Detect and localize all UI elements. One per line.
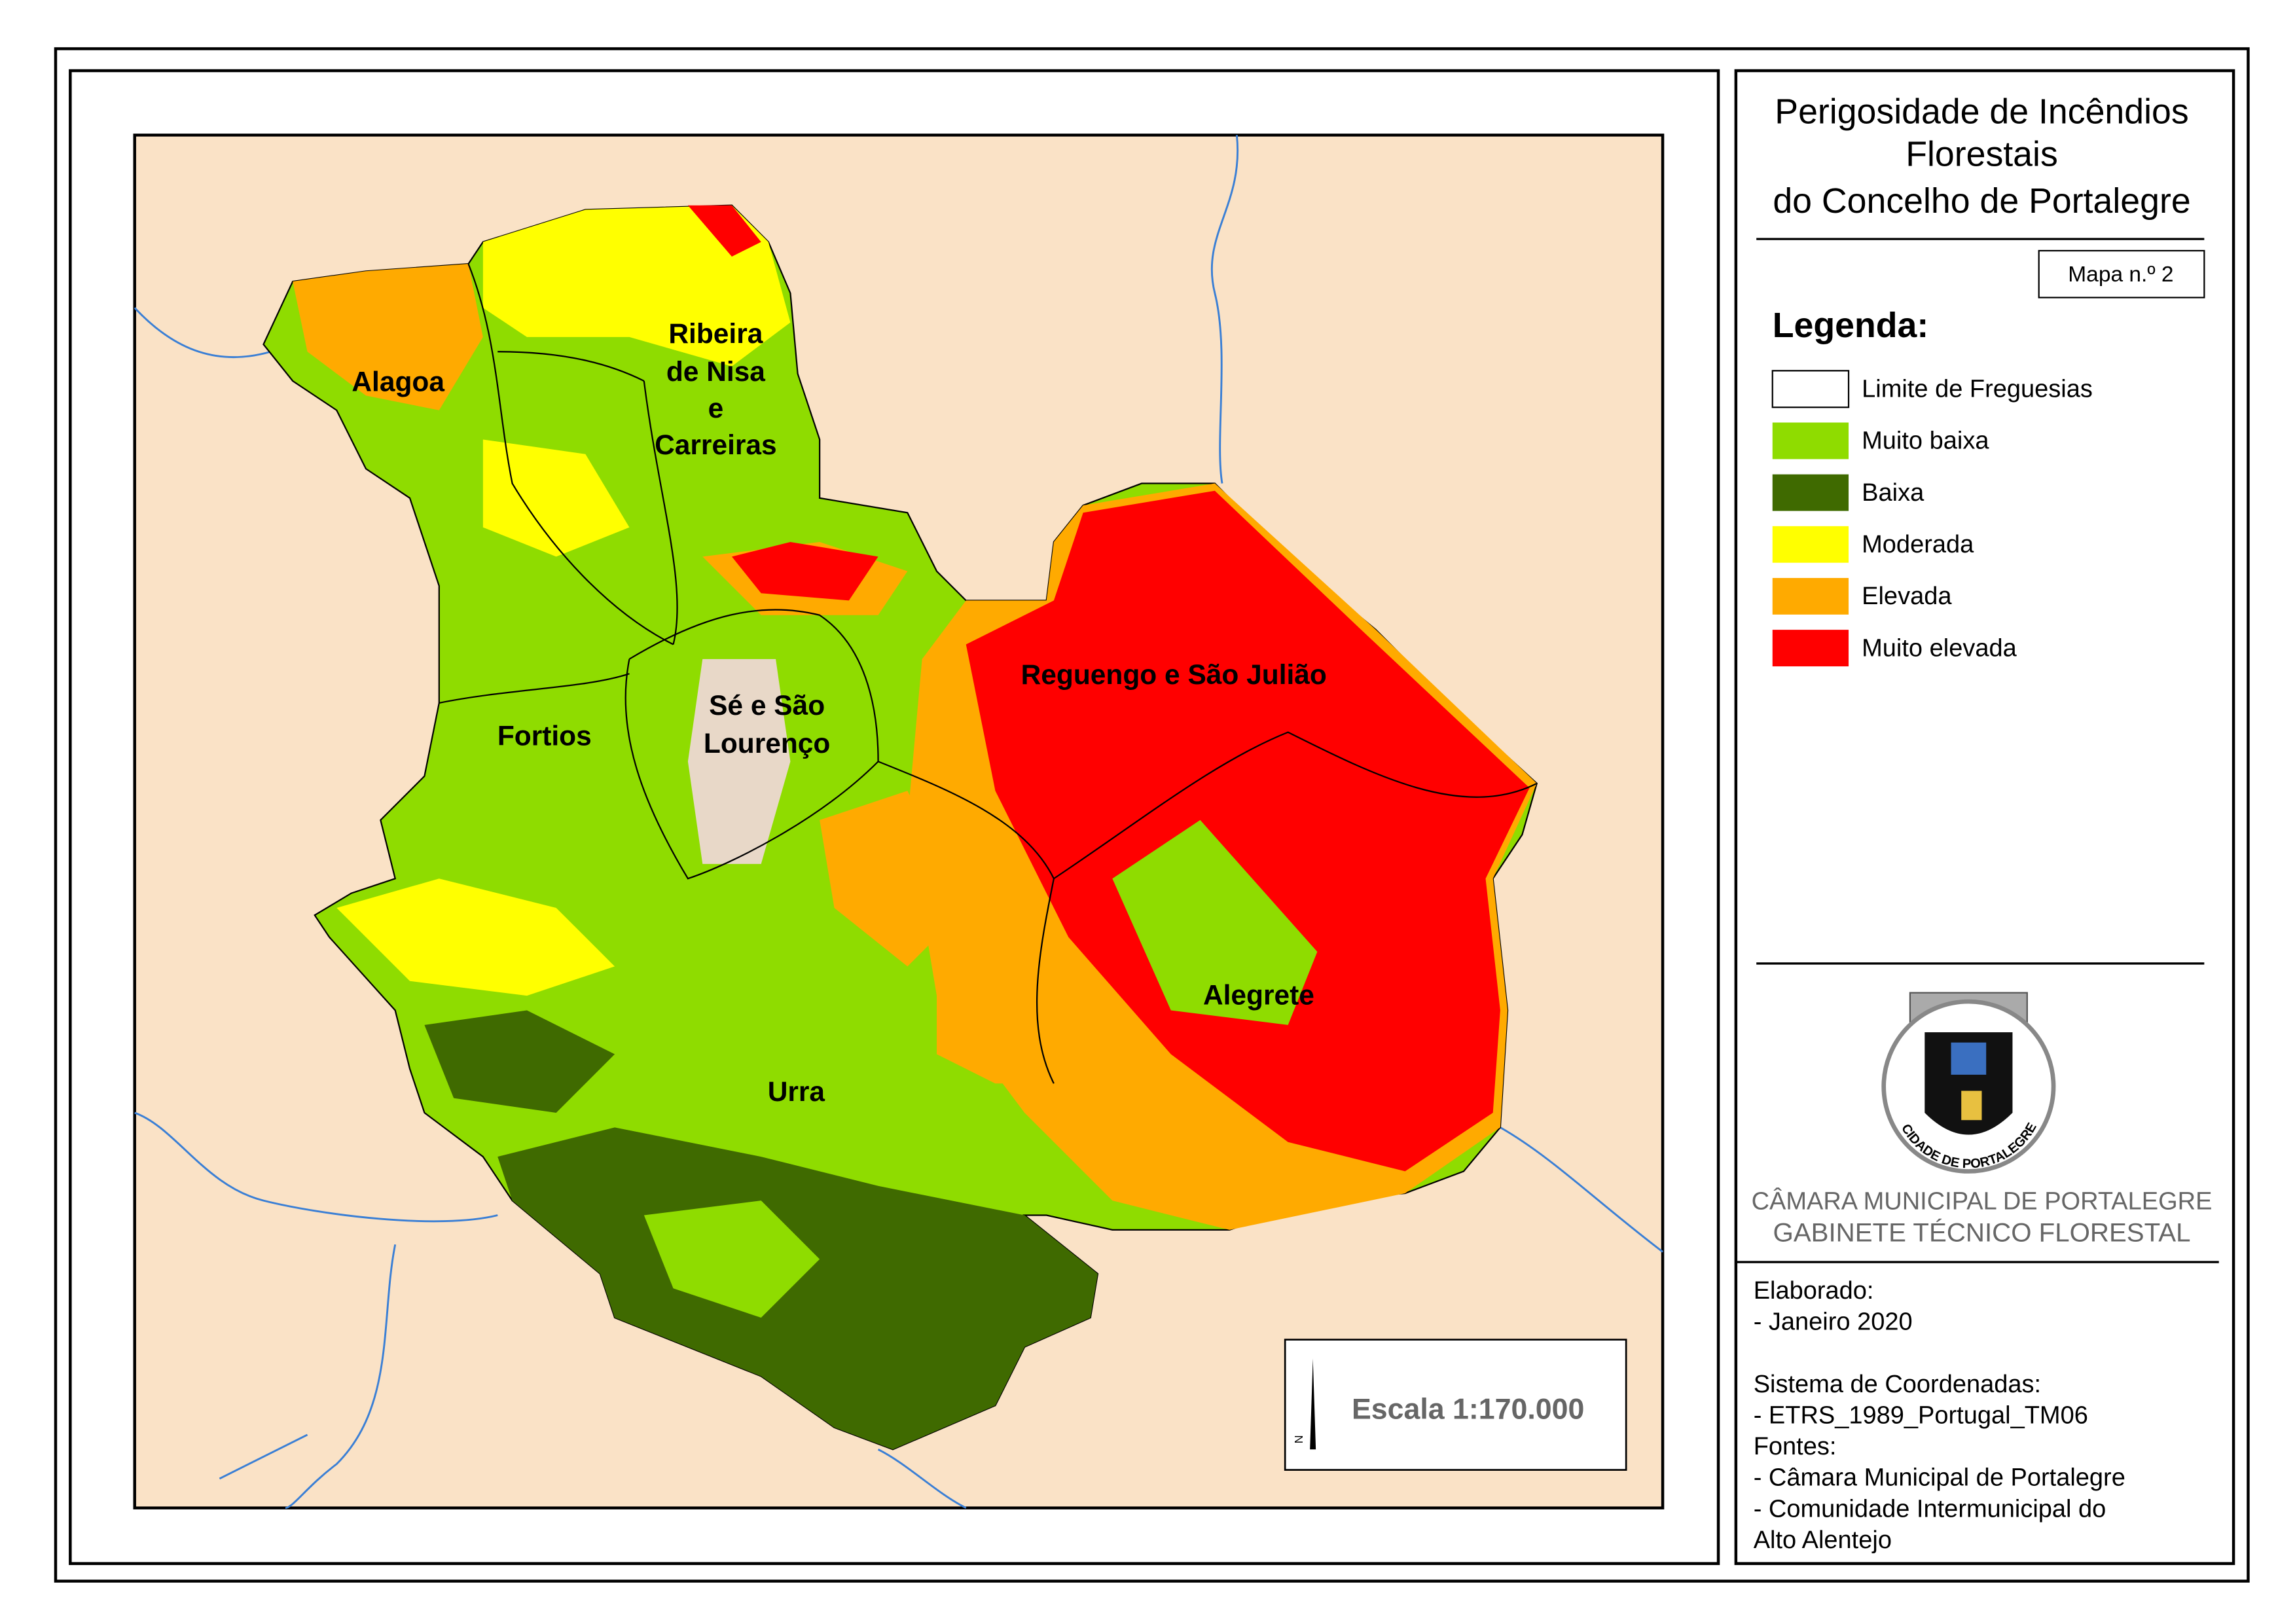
coat-of-arms: CIDADE DE PORTALEGRE — [1881, 992, 2056, 1174]
info-line: Elaborado: — [1754, 1277, 1874, 1305]
parish-label: e — [708, 393, 724, 424]
title: do Concelho de Portalegre — [1773, 181, 2190, 221]
org-unit: GABINETE TÉCNICO FLORESTAL — [1773, 1218, 2191, 1248]
legend-swatch — [1772, 577, 1849, 615]
org-name: CÂMARA MUNICIPAL DE PORTALEGRE — [1752, 1187, 2213, 1216]
side-panel — [1734, 69, 2235, 1565]
parish-label: de Nisa — [666, 357, 765, 388]
legend-swatch — [1772, 474, 1849, 511]
legend-label: Moderada — [1862, 531, 1974, 558]
info-line: Fontes: — [1754, 1433, 1837, 1460]
legend-label: Limite de Freguesias — [1862, 376, 2093, 403]
info-line: - Janeiro 2020 — [1754, 1308, 1913, 1336]
legend-swatch — [1772, 630, 1849, 667]
parish-label: Ribeira — [668, 319, 763, 350]
map-frame — [69, 69, 1720, 1565]
parish-labels: Alagoa Ribeira de Nisa e Carreiras Forti… — [352, 319, 1326, 1108]
scale-text: Escala 1:170.000 — [1352, 1393, 1584, 1425]
parish-label: Sé e São — [709, 691, 825, 721]
legend-label: Muito elevada — [1862, 634, 2017, 662]
legend-swatch — [1772, 526, 1849, 563]
hazard-patches — [293, 205, 1537, 1450]
map-number: Mapa n.º 2 — [2068, 262, 2173, 287]
legend-title: Legenda: — [1773, 306, 1929, 345]
info-line: - Comunidade Intermunicipal do — [1754, 1495, 2106, 1523]
info: Elaborado: - Janeiro 2020 Sistema de Coord… — [1754, 1277, 2125, 1554]
legend-label: Baixa — [1862, 479, 1925, 507]
outer-frame — [54, 47, 2250, 1583]
legend-label: Elevada — [1862, 583, 1952, 610]
info-line: - ETRS_1989_Portugal_TM06 — [1754, 1401, 2088, 1429]
title: Florestais — [1906, 134, 2058, 173]
info-line: Alto Alentejo — [1754, 1526, 1892, 1554]
rivers — [134, 135, 1663, 1509]
info-line: Sistema de Coordenadas: — [1754, 1371, 2041, 1398]
parish-label: Carreiras — [655, 430, 777, 461]
parish-label: Alagoa — [352, 367, 444, 398]
parish-label: Alegrete — [1203, 981, 1314, 1011]
parish-label: Fortios — [497, 721, 592, 752]
legend: Limite de Freguesias Muito baixa Baixa Mode… — [1771, 370, 2093, 667]
map-number-box — [2038, 249, 2205, 298]
north-arrow — [1310, 1358, 1316, 1450]
info-line: - Câmara Municipal de Portalegre — [1754, 1464, 2125, 1492]
legend-swatch — [1772, 422, 1849, 460]
parish-limits — [439, 263, 1538, 1084]
parish-label: Reguengo e São Julião — [1021, 660, 1327, 691]
parish-label: Lourenço — [704, 729, 830, 759]
legend-swatch — [1771, 370, 1850, 408]
parish-label: Urra — [768, 1077, 825, 1108]
title: Perigosidade de Incêndios — [1775, 92, 2188, 131]
legend-label: Muito baixa — [1862, 427, 1989, 455]
north-label: N — [1292, 1435, 1305, 1443]
scale-box — [1284, 1339, 1627, 1471]
